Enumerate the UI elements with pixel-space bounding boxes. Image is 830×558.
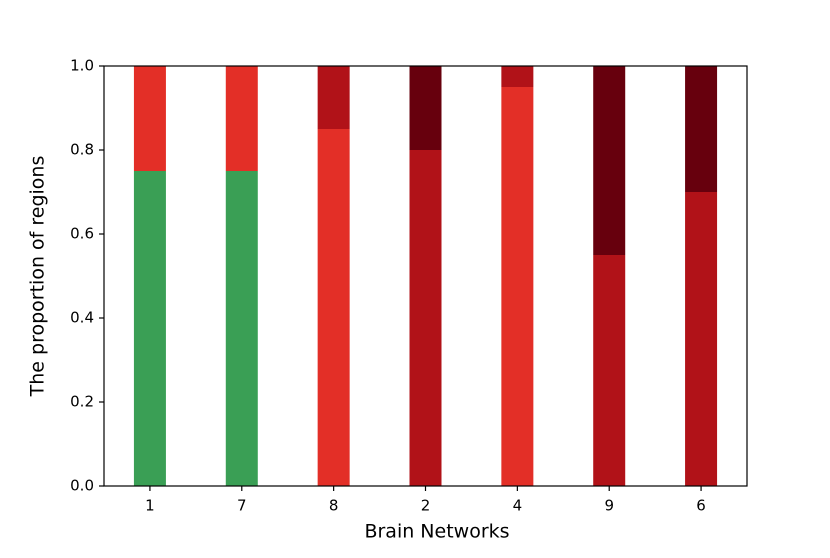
bar-segment	[133, 171, 166, 486]
bar-segment	[133, 66, 166, 171]
x-tick-label: 4	[513, 497, 523, 515]
x-tick-label: 8	[329, 497, 339, 515]
bar-segment	[501, 66, 534, 87]
bar-segment	[409, 66, 442, 150]
bar-segment	[317, 66, 350, 129]
y-axis-label: The proportion of regions	[27, 156, 49, 398]
x-tick-label: 9	[604, 497, 614, 515]
y-tick-label: 0.0	[70, 477, 94, 495]
y-tick-label: 0.8	[70, 141, 94, 159]
bar-segment	[593, 66, 626, 255]
plot-frame	[103, 65, 748, 487]
y-tick-label: 0.2	[70, 393, 94, 411]
x-axis-label: Brain Networks	[364, 521, 509, 543]
y-tick-label: 0.6	[70, 225, 94, 243]
x-tick-label: 6	[696, 497, 706, 515]
x-tick-label: 7	[237, 497, 247, 515]
bar-segment	[225, 171, 258, 486]
y-tick-label: 0.4	[70, 309, 94, 327]
x-tick-label: 1	[145, 497, 155, 515]
bar-segment	[501, 87, 534, 486]
bar-segment	[225, 66, 258, 171]
bar-segment	[317, 129, 350, 486]
y-tick-label: 1.0	[70, 57, 94, 75]
x-tick-label: 2	[421, 497, 431, 515]
bar-segment	[409, 150, 442, 486]
bar-segment	[685, 192, 718, 486]
bar-segment	[593, 255, 626, 486]
bar-segment	[685, 66, 718, 192]
